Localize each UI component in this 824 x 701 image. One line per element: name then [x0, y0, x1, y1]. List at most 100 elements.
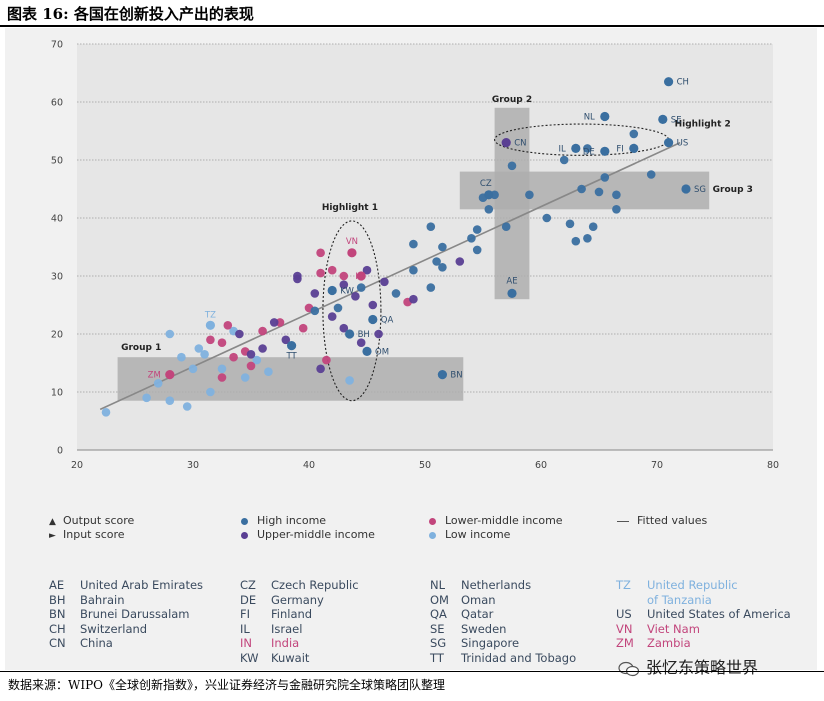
abbreviation-row: CN China: [49, 636, 203, 651]
data-point: [177, 352, 186, 362]
data-point: [188, 364, 198, 374]
data-point-de: [600, 146, 610, 156]
title-rule: [0, 25, 824, 27]
data-point: [368, 300, 378, 310]
data-point: [583, 234, 592, 243]
x-tick-label: 30: [187, 460, 199, 471]
data-point: [223, 321, 233, 330]
abbreviation-name: Singapore: [461, 636, 520, 650]
point-label: CN: [514, 139, 526, 149]
data-point-se: [658, 114, 668, 124]
abbreviation-code: TT: [430, 650, 444, 665]
data-point-ch: [664, 77, 674, 87]
data-point: [310, 289, 320, 298]
y-tick-label: 30: [51, 272, 63, 283]
abbreviation-row: SE Sweden: [430, 622, 576, 637]
y-tick-label: 0: [57, 446, 63, 457]
data-point: [438, 263, 447, 272]
data-point: [391, 289, 401, 298]
data-point: [298, 323, 308, 333]
abbreviation-row: TT Trinidad and Tobago: [430, 651, 576, 666]
data-point: [240, 373, 250, 382]
abbreviation-code: AE: [49, 578, 65, 592]
data-point: [194, 344, 204, 353]
point-label: VN: [346, 237, 358, 247]
data-point: [246, 350, 256, 359]
point-label: US: [677, 139, 689, 149]
x-tick-label: 50: [419, 460, 431, 471]
data-point-vn: [347, 248, 357, 258]
data-point: [571, 236, 581, 246]
abbreviation-row: CH Switzerland: [49, 622, 203, 637]
data-point: [264, 367, 273, 377]
data-point: [339, 280, 349, 289]
abbreviation-name: India: [271, 636, 300, 650]
data-point: [246, 361, 256, 371]
data-point: [269, 318, 279, 327]
dot-icon: [241, 531, 248, 539]
data-point: [217, 373, 227, 382]
data-point-cn: [501, 138, 511, 148]
highlight-label: Highlight 1: [322, 203, 378, 213]
data-point: [438, 242, 447, 252]
data-point: [345, 376, 354, 385]
data-point: [339, 271, 349, 281]
data-point: [362, 265, 372, 275]
dot-icon: [429, 517, 436, 525]
figure-header: 图表 16: 各国在创新投入产出的表现: [0, 0, 824, 27]
chat-bubble-icon: [618, 661, 640, 676]
abbreviation-code: SE: [430, 621, 445, 636]
abbreviation-name: United Arab Emirates: [80, 578, 204, 592]
abbreviation-code: IN: [240, 636, 252, 650]
data-point: [281, 335, 291, 345]
abbreviation-name: Germany: [271, 592, 324, 607]
point-label: KW: [340, 287, 354, 297]
data-point: [600, 173, 610, 182]
abbreviation-row: IL Israel: [240, 622, 359, 637]
figure-title: 图表 16: 各国在创新投入产出的表现: [7, 5, 254, 23]
data-point: [484, 205, 494, 214]
data-point-kw: [327, 285, 337, 296]
data-point-qa: [368, 314, 378, 325]
legend-lower-middle-income: Lower-middle income: [429, 514, 563, 527]
abbreviation-code: SG: [430, 636, 447, 650]
scatter-chart: 0 10 20 30 40 50 60 70 20 30 40 50 60 70 80 Group 1 Grou…: [51, 40, 779, 472]
data-point: [380, 277, 389, 287]
data-point-zm: [165, 370, 175, 380]
point-label: NL: [584, 113, 595, 123]
abbreviation-code: OM: [430, 592, 449, 607]
abbreviation-column: TZ United Republic of Tanzania US United Sta…: [616, 578, 791, 651]
abbreviation-name: Switzerland: [80, 621, 148, 636]
data-point: [409, 239, 418, 249]
data-point: [153, 379, 163, 388]
data-point-il: [571, 143, 581, 153]
data-point: [206, 335, 215, 345]
data-point: [501, 222, 511, 231]
abbreviation-name: Viet Nam: [647, 621, 700, 636]
data-point-in: [356, 271, 366, 281]
data-point: [432, 257, 441, 266]
group-label: Group 2: [492, 95, 532, 105]
data-point: [583, 144, 592, 153]
point-label: ZM: [148, 371, 161, 381]
x-tick-label: 40: [303, 460, 315, 471]
point-label: SG: [694, 185, 706, 195]
data-point: [351, 292, 360, 301]
data-point-fi: [629, 143, 639, 153]
data-point: [646, 170, 656, 179]
data-point: [472, 225, 482, 234]
data-point: [310, 306, 320, 316]
footer-rule: [0, 671, 824, 672]
point-label: DE: [583, 147, 595, 157]
data-point: [142, 393, 151, 403]
abbreviation-code: CZ: [240, 578, 256, 592]
abbreviation-name: Zambia: [647, 636, 691, 650]
data-point: [525, 190, 534, 200]
group-label: Group 1: [121, 343, 161, 353]
x-tick-label: 60: [535, 460, 547, 471]
data-point: [588, 222, 598, 231]
point-label: QA: [381, 316, 394, 326]
point-label: BN: [450, 371, 462, 381]
legend-fitted-values: Fitted values: [617, 514, 707, 527]
data-point-tt: [287, 341, 297, 351]
